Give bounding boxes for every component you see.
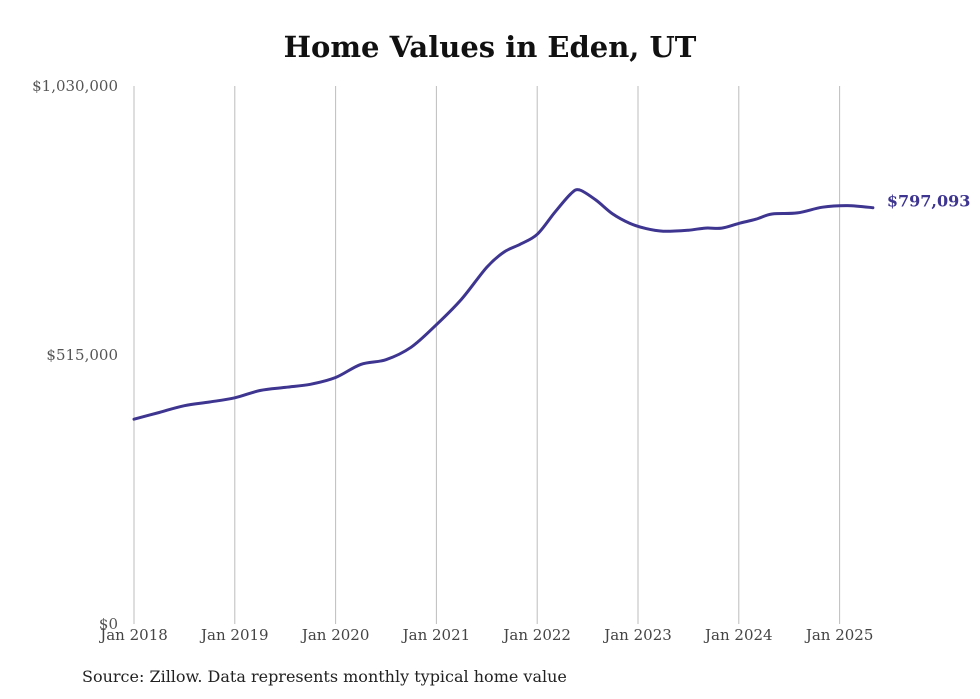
y-tick-label: $0 [99, 615, 118, 633]
x-tick-label: Jan 2018 [98, 626, 168, 644]
source-note: Source: Zillow. Data represents monthly … [82, 667, 567, 686]
end-value-label: $797,093 [887, 192, 971, 211]
y-tick-label: $1,030,000 [32, 77, 118, 95]
line-chart: $0$515,000$1,030,000 Jan 2018 Jan 2019 Jan… [32, 77, 971, 644]
y-axis-ticks: $0 $515,000 $1,030,000 [32, 77, 118, 633]
chart-title: Home Values in Eden, UT [283, 30, 697, 64]
x-tick-label: Jan 2024 [703, 626, 773, 644]
series-line [132, 188, 875, 421]
x-tick-label: Jan 2025 [804, 626, 874, 644]
x-tick-label: Jan 2023 [602, 626, 672, 644]
y-tick-label: $515,000 [46, 346, 118, 364]
vertical-gridlines [133, 86, 841, 624]
x-axis-ticks: Jan 2018 Jan 2019 Jan 2020 Jan 2021 Jan 2022… [98, 626, 873, 644]
x-tick-label: Jan 2022 [501, 626, 571, 644]
x-tick-label: Jan 2020 [300, 626, 370, 644]
x-tick-label: Jan 2019 [199, 626, 269, 644]
x-tick-label: Jan 2021 [401, 626, 471, 644]
